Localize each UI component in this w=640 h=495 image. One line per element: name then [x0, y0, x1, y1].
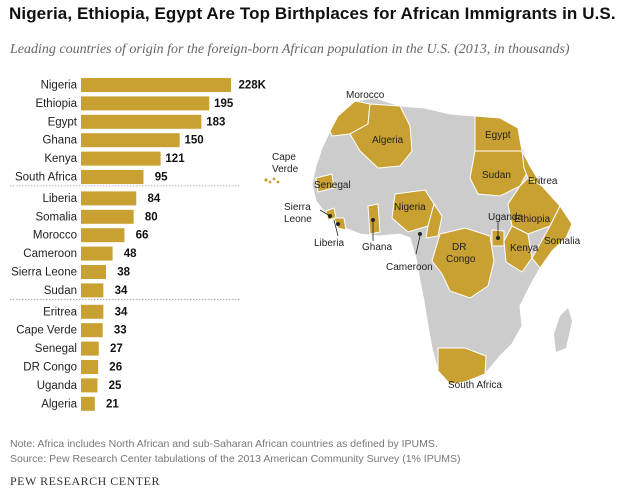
category-label: Cape Verde [16, 325, 77, 337]
map-label-uganda: Uganda [488, 212, 523, 223]
value-label: 21 [106, 398, 119, 410]
category-label: Somalia [35, 211, 77, 223]
value-label: 121 [165, 153, 185, 165]
cameroon-shape [425, 202, 443, 239]
footnote: Note: Africa includes North African and … [10, 438, 438, 450]
map-label-liberia: Liberia [314, 238, 344, 249]
category-label: Cameroon [23, 248, 77, 260]
value-label: 48 [124, 248, 137, 260]
category-label: Eritrea [43, 306, 77, 318]
value-label: 27 [110, 343, 123, 355]
category-label: Algeria [41, 398, 77, 410]
bar [81, 228, 125, 243]
value-label: 33 [114, 325, 127, 337]
bar-chart: Nigeria 228K Ethiopia 195 Egypt 183 Ghana 150 Ke… [10, 78, 267, 411]
map-label-morocco: Morocco [346, 90, 385, 101]
value-label: 150 [184, 135, 203, 147]
map-label-sierra-line1: Sierra [284, 202, 311, 213]
map-label-dr-congo-line2: Congo [446, 254, 476, 265]
value-label: 195 [214, 98, 234, 110]
map-label-eritrea: Eritrea [528, 176, 558, 187]
map-label-dr-congo-line1: DR [452, 242, 466, 253]
value-label: 34 [115, 306, 128, 318]
category-label: Senegal [35, 343, 77, 355]
bar [81, 133, 180, 148]
senegal-shape [315, 173, 335, 193]
egypt-shape [474, 115, 523, 152]
category-label: Ethiopia [35, 98, 77, 110]
category-label: Uganda [37, 380, 78, 392]
category-label: Sierra Leone [11, 267, 77, 279]
somalia-shape [531, 205, 573, 269]
value-label: 183 [206, 116, 225, 128]
south-africa-shape [437, 347, 487, 385]
category-label: Kenya [44, 153, 77, 165]
bar [81, 209, 134, 224]
bar [81, 151, 161, 166]
value-label: 66 [136, 230, 149, 242]
dr-congo-shape [431, 227, 495, 299]
category-label: Ghana [42, 135, 77, 147]
bar [81, 341, 99, 356]
category-label: DR Congo [23, 362, 77, 374]
bar [81, 170, 144, 184]
map-label-cape-verde-line2: Verde [272, 164, 299, 175]
map-label-cape-verde-line1: Cape [272, 152, 296, 163]
category-label: Egypt [48, 116, 78, 128]
bar [81, 96, 210, 111]
bar [81, 378, 98, 393]
map-label-ethiopia: Ethiopia [514, 214, 551, 225]
madagascar-shape [554, 308, 572, 352]
value-label: 228K [239, 80, 267, 92]
value-label: 84 [147, 193, 160, 205]
algeria-shape [349, 103, 413, 169]
map-label-south-africa: South Africa [448, 380, 502, 391]
category-label: Liberia [42, 193, 77, 205]
map-label-nigeria: Nigeria [394, 202, 426, 213]
map-label-sudan: Sudan [482, 170, 511, 181]
map-label-egypt: Egypt [485, 130, 511, 141]
value-label: 26 [109, 362, 122, 374]
bar [81, 360, 99, 374]
category-label: Nigeria [41, 80, 78, 92]
value-label: 80 [145, 211, 158, 223]
map-label-kenya: Kenya [510, 243, 539, 254]
brand-footer: PEW RESEARCH CENTER [10, 474, 160, 488]
bar [81, 304, 104, 319]
chart-subtitle: Leading countries of origin for the fore… [10, 42, 570, 57]
value-label: 38 [117, 267, 130, 279]
map-label-ghana: Ghana [362, 242, 392, 253]
source-line: Source: Pew Research Center tabulations … [10, 453, 461, 465]
category-label: South Africa [15, 172, 78, 184]
bar [81, 265, 106, 279]
map-label-sierra-line2: Leone [284, 214, 312, 225]
bar [81, 396, 95, 411]
value-label: 95 [155, 172, 168, 184]
map-label-senegal: Senegal [314, 180, 351, 191]
value-label: 34 [115, 285, 128, 297]
bar [81, 246, 113, 261]
map-label-somalia: Somalia [544, 236, 581, 247]
bar [81, 114, 202, 129]
category-label: Morocco [33, 230, 77, 242]
africa-map: Morocco Algeria Egypt Cape Verde Senegal… [264, 90, 581, 391]
bar [81, 283, 104, 298]
value-label: 25 [109, 380, 122, 392]
map-label-cameroon: Cameroon [386, 262, 433, 273]
bar [81, 191, 137, 206]
chart-title: Nigeria, Ethiopia, Egypt Are Top Birthpl… [9, 4, 616, 23]
map-label-algeria: Algeria [372, 135, 404, 146]
category-label: Sudan [44, 285, 77, 297]
bar [81, 323, 103, 338]
bar [81, 78, 231, 92]
